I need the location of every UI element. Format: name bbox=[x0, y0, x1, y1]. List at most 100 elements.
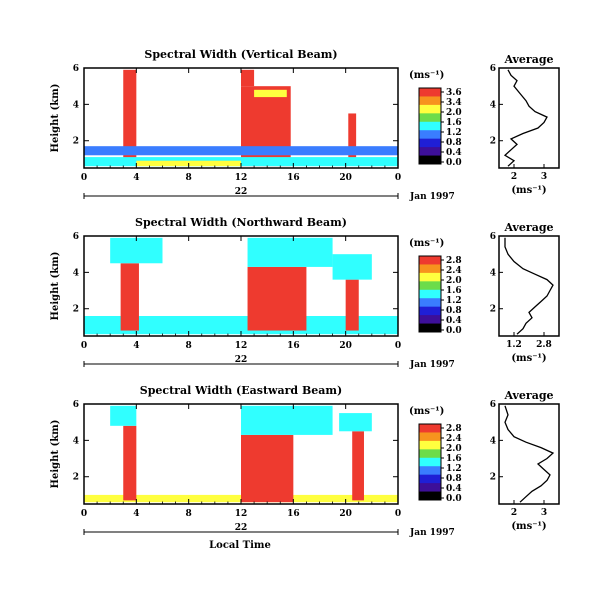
colorbar-band bbox=[419, 449, 441, 459]
x-tick-label: 16 bbox=[287, 509, 300, 519]
x-tick-label: 20 bbox=[339, 173, 352, 183]
heatmap-region bbox=[348, 113, 357, 165]
x-tick-label: 8 bbox=[186, 509, 192, 519]
average-y-tick-label: 2 bbox=[490, 305, 496, 315]
colorbar-tick-label: 3.6 bbox=[446, 88, 462, 98]
average-title: Average bbox=[503, 389, 553, 402]
average-y-tick-label: 2 bbox=[490, 137, 496, 147]
heatmap-region bbox=[84, 146, 398, 156]
panel-1: Spectral Width (Vertical Beam)0 4 8 12 16 20 0… bbox=[50, 48, 560, 202]
average-profile-line bbox=[504, 237, 554, 335]
x-tick-label: 12 bbox=[235, 173, 248, 183]
colorbar-tick-label: 1.6 bbox=[446, 118, 462, 128]
x-axis-label: Local Time bbox=[209, 540, 271, 551]
x-tick-label: 0 bbox=[81, 509, 87, 519]
y-axis-label: Height (km) bbox=[50, 420, 61, 489]
y-tick-label: 6 bbox=[73, 400, 79, 410]
colorbar-band bbox=[419, 474, 441, 484]
heatmap-region bbox=[345, 279, 359, 331]
average-y-tick-label: 4 bbox=[490, 100, 496, 110]
colorbar-tick-label: 1.2 bbox=[446, 128, 462, 138]
average-x-tick-label: 2 bbox=[511, 172, 517, 182]
colorbar-tick-label: 0.4 bbox=[446, 148, 462, 158]
average-y-tick-label: 4 bbox=[490, 436, 496, 446]
average-x-tick-label: 3 bbox=[541, 172, 547, 182]
x-tick-label: 4 bbox=[133, 341, 139, 351]
x-tick-label: 16 bbox=[287, 173, 300, 183]
colorbar-band bbox=[419, 298, 441, 308]
day-label: 22 bbox=[235, 187, 248, 197]
average-title: Average bbox=[503, 221, 553, 234]
heatmap-region bbox=[110, 405, 137, 426]
colorbar-frame bbox=[418, 255, 442, 333]
colorbar-band bbox=[419, 88, 441, 97]
average-profile-line bbox=[503, 69, 548, 167]
date-label: Jan 1997 bbox=[409, 528, 455, 538]
panel-3: Spectral Width (Eastward Beam)0 4 8 12 16 20 0… bbox=[50, 384, 560, 538]
average-frame bbox=[498, 67, 560, 169]
date-label: Jan 1997 bbox=[409, 360, 455, 370]
colorbar-tick-label: 1.2 bbox=[446, 464, 462, 474]
colorbar-tick-label: 0.8 bbox=[446, 306, 462, 316]
y-tick-label: 2 bbox=[73, 137, 79, 147]
y-tick-label: 2 bbox=[73, 473, 79, 483]
colorbar-band bbox=[419, 323, 441, 333]
colorbar-band bbox=[419, 104, 441, 114]
heatmap-region bbox=[110, 237, 163, 264]
colorbar-band bbox=[419, 457, 441, 467]
average-x-tick-label: 1.2 bbox=[506, 340, 522, 350]
x-tick-label: 12 bbox=[235, 341, 248, 351]
colorbar-frame bbox=[418, 423, 442, 501]
average-title: Average bbox=[503, 53, 553, 66]
average-y-tick-label: 2 bbox=[490, 473, 496, 483]
colorbar-band bbox=[419, 121, 441, 131]
colorbar-tick-label: 1.2 bbox=[446, 296, 462, 306]
colorbar-tick-label: 2.8 bbox=[446, 424, 462, 434]
heatmap-region bbox=[332, 254, 372, 280]
heatmap-region bbox=[123, 425, 137, 501]
colorbar-band bbox=[419, 432, 441, 442]
average-unit: (ms⁻¹) bbox=[511, 521, 546, 532]
y-axis-label: Height (km) bbox=[50, 84, 61, 153]
x-tick-label: 16 bbox=[287, 341, 300, 351]
colorbar-tick-label: 2.8 bbox=[446, 256, 462, 266]
average-profile-line bbox=[504, 405, 555, 503]
colorbar-band bbox=[419, 281, 441, 291]
x-tick-label: 4 bbox=[133, 173, 139, 183]
x-tick-label: 0 bbox=[81, 173, 87, 183]
colorbar-tick-label: 2.0 bbox=[446, 444, 462, 454]
average-y-tick-label: 4 bbox=[490, 268, 496, 278]
average-y-tick-label: 6 bbox=[490, 232, 496, 242]
heatmap-region bbox=[120, 263, 139, 331]
colorbar-tick-label: 0.8 bbox=[446, 474, 462, 484]
average-unit: (ms⁻¹) bbox=[511, 353, 546, 364]
heatmap-region bbox=[123, 69, 137, 165]
colorbar-band bbox=[419, 130, 441, 140]
heatmap-region bbox=[241, 405, 333, 435]
x-tick-label: 20 bbox=[339, 341, 352, 351]
colorbar-tick-label: 0.0 bbox=[446, 326, 462, 336]
average-y-tick-label: 6 bbox=[490, 400, 496, 410]
y-tick-label: 4 bbox=[73, 436, 79, 446]
x-tick-label: 12 bbox=[235, 509, 248, 519]
colorbar-tick-label: 0.4 bbox=[446, 484, 462, 494]
colorbar-tick-label: 2.0 bbox=[446, 108, 462, 118]
x-tick-label: 0 bbox=[395, 173, 401, 183]
colorbar-tick-label: 2.4 bbox=[446, 434, 462, 444]
x-tick-label: 0 bbox=[395, 509, 401, 519]
day-label: 22 bbox=[235, 355, 248, 365]
colorbar-band bbox=[419, 466, 441, 476]
y-tick-label: 4 bbox=[73, 100, 79, 110]
heatmap-region bbox=[254, 89, 287, 98]
day-label: 22 bbox=[235, 523, 248, 533]
average-y-tick-label: 6 bbox=[490, 64, 496, 74]
colorbar-tick-label: 0.0 bbox=[446, 158, 462, 168]
colorbar-band bbox=[419, 289, 441, 299]
heatmap-region bbox=[241, 434, 294, 503]
x-tick-label: 8 bbox=[186, 173, 192, 183]
y-tick-label: 2 bbox=[73, 305, 79, 315]
colorbar-band bbox=[419, 272, 441, 282]
average-x-tick-label: 2 bbox=[511, 508, 517, 518]
colorbar-unit: (ms⁻¹) bbox=[409, 406, 444, 417]
x-tick-label: 8 bbox=[186, 341, 192, 351]
